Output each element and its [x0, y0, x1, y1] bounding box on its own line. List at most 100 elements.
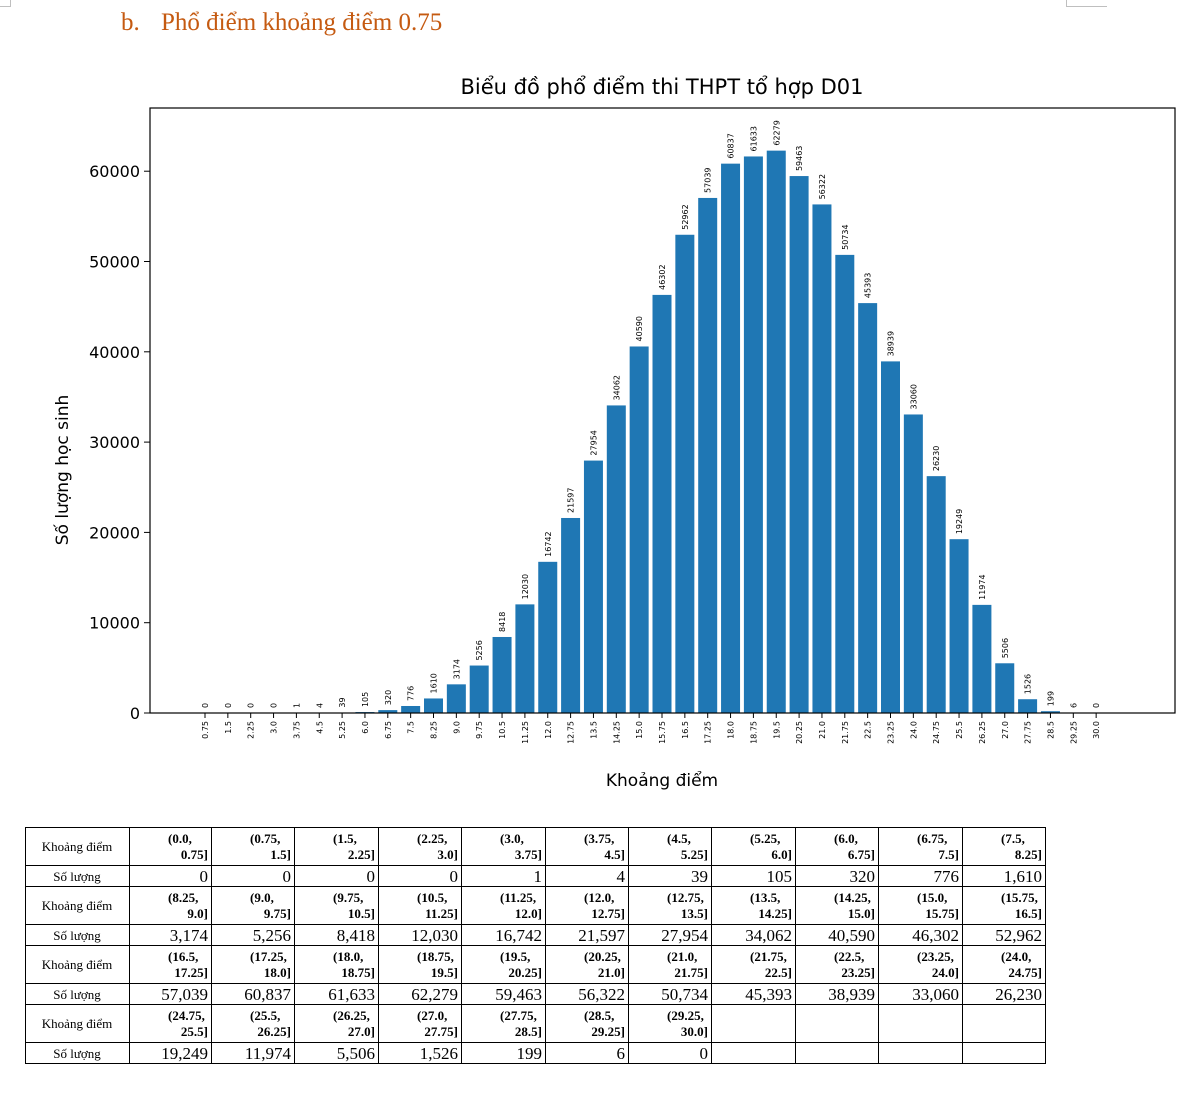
range-cell-end: 2.25] — [347, 846, 375, 862]
count-cell: 0 — [129, 865, 212, 887]
range-cell-start: (9.75, — [333, 889, 364, 905]
count-cell: 45,393 — [711, 983, 796, 1005]
bar-data-label: 8418 — [498, 612, 507, 632]
table-row-ranges: Khoảng điểm (24.75, 25.5] (25.5, 26.25] (26.2… — [25, 1004, 1046, 1043]
count-header-cell: Số lượng — [25, 924, 130, 946]
x-tick-label: 9.75 — [475, 721, 484, 739]
x-tick-label: 17.25 — [704, 721, 713, 744]
bar-data-label: 45393 — [864, 273, 873, 298]
range-cell-end: 3.0] — [437, 846, 458, 862]
range-cell-start: (18.75, — [417, 948, 454, 964]
range-cell: (27.75, 28.5] — [461, 1004, 546, 1043]
range-cell-end: 24.75] — [1008, 964, 1042, 980]
count-cell: 105 — [711, 865, 796, 887]
chart-bar — [469, 665, 489, 713]
range-cell: (15.75, 16.5] — [962, 886, 1046, 925]
y-tick-label: 0 — [130, 704, 140, 723]
chart-bar — [424, 698, 443, 713]
bar-data-label: 776 — [407, 686, 416, 701]
count-cell: 26,230 — [962, 983, 1046, 1005]
table-row-ranges: Khoảng điểm (8.25, 9.0] (9.0, 9.75] (9.75, 10.… — [25, 886, 1046, 925]
chart-bar — [812, 204, 832, 713]
chart-bar — [903, 414, 923, 713]
range-cell-end: 14.25] — [758, 905, 792, 921]
bar-data-label: 38939 — [887, 331, 896, 356]
range-cell: (4.5, 5.25] — [628, 827, 712, 866]
range-cell-start: (29.25, — [667, 1007, 704, 1023]
range-cell-start: (24.0, — [1001, 948, 1032, 964]
count-cell: 27,954 — [628, 924, 712, 946]
count-cell: 38,939 — [795, 983, 879, 1005]
range-cell: (6.75, 7.5] — [878, 827, 963, 866]
range-cell: (27.0, 27.75] — [378, 1004, 462, 1043]
range-header-cell: Khoảng điểm — [25, 945, 130, 984]
count-cell: 11,974 — [211, 1042, 295, 1064]
range-cell — [711, 1004, 796, 1043]
range-cell-start: (25.5, — [250, 1007, 281, 1023]
range-cell-end: 30.0] — [680, 1023, 708, 1039]
range-cell-start: (27.75, — [500, 1007, 537, 1023]
range-cell-end: 6.0] — [771, 846, 792, 862]
count-cell: 33,060 — [878, 983, 963, 1005]
count-cell: 0 — [294, 865, 379, 887]
range-cell: (9.75, 10.5] — [294, 886, 379, 925]
x-tick-label: 15.0 — [635, 721, 644, 739]
range-cell-end: 9.75] — [263, 905, 291, 921]
chart-bar — [492, 636, 512, 713]
chart-bar — [515, 604, 535, 713]
range-cell-end: 21.0] — [597, 964, 625, 980]
count-cell: 1 — [461, 865, 546, 887]
range-cell-end: 10.5] — [347, 905, 375, 921]
range-cell-end: 0.75] — [180, 846, 208, 862]
range-cell-start: (13.5, — [750, 889, 781, 905]
bar-data-label: 6 — [1069, 703, 1078, 708]
table-row-ranges: Khoảng điểm (0.0, 0.75] (0.75, 1.5] (1.5, 2.25… — [25, 827, 1046, 866]
chart-title: Biểu đồ phổ điểm thi THPT tổ hợp D01 — [460, 75, 863, 99]
count-cell: 61,633 — [294, 983, 379, 1005]
count-cell — [711, 1042, 796, 1064]
y-tick-label: 60000 — [89, 162, 140, 181]
chart-bar — [446, 684, 466, 713]
x-tick-label: 0.75 — [201, 721, 210, 739]
chart-bar — [606, 405, 626, 713]
range-cell-start: (17.25, — [250, 948, 287, 964]
range-cell-start: (4.5, — [667, 830, 691, 846]
x-tick-label: 11.25 — [521, 721, 530, 744]
x-tick-label: 1.5 — [224, 721, 233, 734]
chart-bar — [378, 710, 398, 713]
bar-data-label: 16742 — [544, 531, 553, 556]
range-cell-start: (27.0, — [417, 1007, 448, 1023]
chart-bar — [652, 294, 672, 713]
chart-bar — [675, 234, 695, 713]
count-cell: 1,610 — [962, 865, 1046, 887]
bar-data-label: 5256 — [475, 640, 484, 660]
range-cell-end: 26.25] — [257, 1023, 291, 1039]
bar-data-label: 0 — [201, 703, 210, 708]
range-cell: (24.75, 25.5] — [129, 1004, 212, 1043]
bar-data-label: 46302 — [658, 264, 667, 289]
x-tick-label: 14.25 — [612, 721, 621, 744]
range-cell: (16.5, 17.25] — [129, 945, 212, 984]
table-row-counts: Số lượng 3,174 5,256 8,418 12,030 16,742 21,59… — [25, 924, 1046, 946]
x-tick-label: 6.75 — [384, 721, 393, 739]
range-cell-start: (6.75, — [917, 830, 948, 846]
x-tick-label: 21.75 — [841, 721, 850, 744]
x-tick-label: 3.75 — [292, 721, 301, 739]
chart-bar — [789, 176, 809, 713]
bar-data-label: 61633 — [749, 126, 758, 151]
count-cell: 34,062 — [711, 924, 796, 946]
range-cell-end: 9.0] — [187, 905, 208, 921]
bar-data-label: 0 — [270, 703, 279, 708]
range-cell-start: (16.5, — [168, 948, 199, 964]
count-cell: 46,302 — [878, 924, 963, 946]
range-cell: (20.25, 21.0] — [545, 945, 629, 984]
range-cell: (25.5, 26.25] — [211, 1004, 295, 1043]
x-tick-label: 24.0 — [909, 721, 918, 739]
range-cell: (18.0, 18.75] — [294, 945, 379, 984]
chart-bar — [698, 197, 718, 713]
range-cell: (23.25, 24.0] — [878, 945, 963, 984]
x-tick-label: 7.5 — [407, 721, 416, 734]
range-cell-end: 12.75] — [591, 905, 625, 921]
count-cell — [878, 1042, 963, 1064]
y-tick-label: 10000 — [89, 614, 140, 633]
